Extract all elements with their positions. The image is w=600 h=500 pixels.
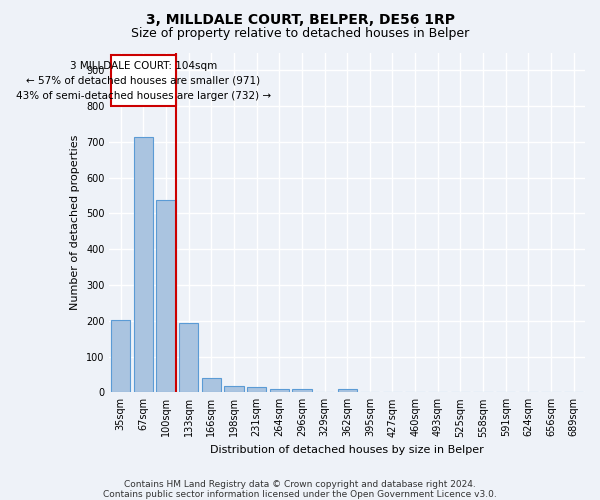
Bar <box>134 137 153 392</box>
Bar <box>247 388 266 392</box>
Text: 3, MILLDALE COURT, BELPER, DE56 1RP: 3, MILLDALE COURT, BELPER, DE56 1RP <box>146 12 455 26</box>
Text: 3 MILLDALE COURT: 104sqm
← 57% of detached houses are smaller (971)
43% of semi-: 3 MILLDALE COURT: 104sqm ← 57% of detach… <box>16 61 271 100</box>
Bar <box>111 320 130 392</box>
FancyBboxPatch shape <box>111 56 176 106</box>
Text: Contains public sector information licensed under the Open Government Licence v3: Contains public sector information licen… <box>103 490 497 499</box>
Bar <box>224 386 244 392</box>
Bar <box>179 324 198 392</box>
X-axis label: Distribution of detached houses by size in Belper: Distribution of detached houses by size … <box>210 445 484 455</box>
Bar <box>269 388 289 392</box>
Y-axis label: Number of detached properties: Number of detached properties <box>70 134 80 310</box>
Text: Size of property relative to detached houses in Belper: Size of property relative to detached ho… <box>131 28 469 40</box>
Bar <box>292 389 311 392</box>
Bar <box>202 378 221 392</box>
Bar <box>338 390 357 392</box>
Bar <box>157 200 176 392</box>
Text: Contains HM Land Registry data © Crown copyright and database right 2024.: Contains HM Land Registry data © Crown c… <box>124 480 476 489</box>
